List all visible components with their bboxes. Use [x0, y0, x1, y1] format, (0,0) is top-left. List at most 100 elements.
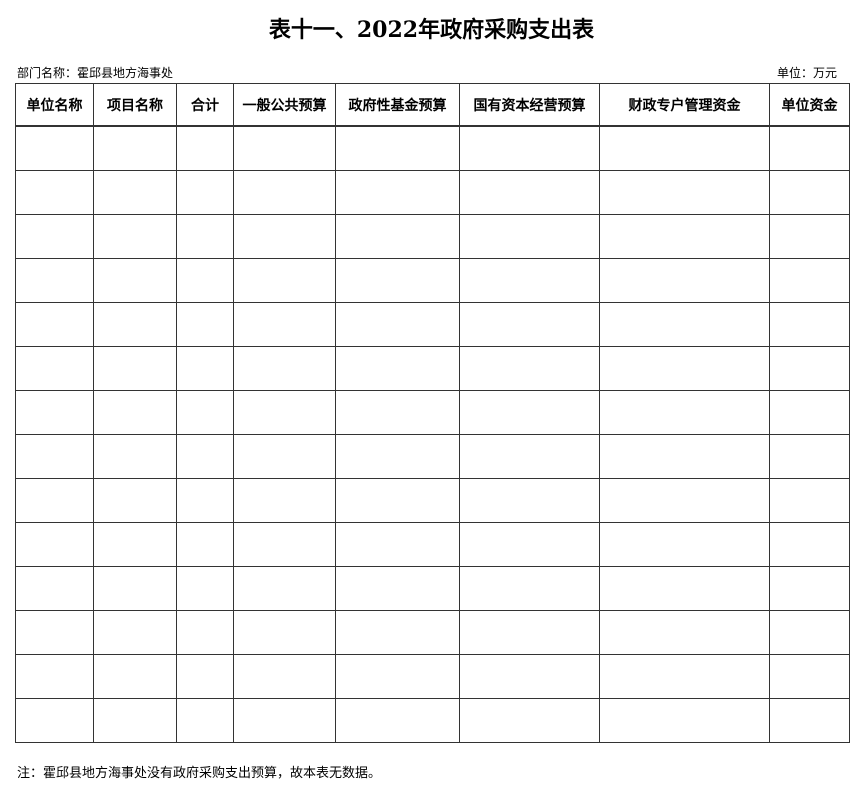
table-cell: [769, 214, 850, 259]
table-cell: [335, 522, 460, 567]
table-cell: [15, 302, 94, 347]
table-cell: [769, 654, 850, 699]
table-cell: [176, 214, 234, 259]
table-cell: [93, 214, 177, 259]
table-cell: [769, 258, 850, 303]
table-cell: [335, 390, 460, 435]
table-cell: [769, 698, 850, 743]
table-cell: [599, 566, 770, 611]
table-cell: [93, 478, 177, 523]
column-header: 政府性基金预算: [335, 83, 460, 127]
table-cell: [233, 170, 336, 215]
table-cell: [15, 698, 94, 743]
table-row: [15, 125, 850, 171]
table-cell: [335, 478, 460, 523]
table-row: [15, 302, 850, 347]
table-cell: [93, 346, 177, 391]
table-cell: [599, 390, 770, 435]
table-row: [15, 610, 850, 655]
table-row: [15, 566, 850, 611]
footnote: 注：霍邱县地方海事处没有政府采购支出预算，故本表无数据。: [17, 766, 382, 781]
column-header: 单位名称: [15, 83, 94, 127]
table-cell: [459, 610, 600, 655]
unit-label: 单位：万元: [776, 66, 837, 80]
table-cell: [335, 170, 460, 215]
table-cell: [459, 258, 600, 303]
table-cell: [15, 566, 94, 611]
column-header: 国有资本经营预算: [459, 83, 600, 127]
table-cell: [599, 170, 770, 215]
table-cell: [176, 434, 234, 479]
table-cell: [93, 170, 177, 215]
table-cell: [459, 698, 600, 743]
table-cell: [459, 566, 600, 611]
table-cell: [176, 610, 234, 655]
table-cell: [459, 346, 600, 391]
table-row: [15, 258, 850, 303]
table-cell: [15, 125, 94, 171]
table-cell: [335, 346, 460, 391]
table-cell: [93, 654, 177, 699]
table-cell: [15, 434, 94, 479]
table-cell: [335, 125, 460, 171]
table-cell: [769, 170, 850, 215]
table-cell: [599, 125, 770, 171]
table-cell: [176, 522, 234, 567]
table-cell: [335, 302, 460, 347]
table-row: [15, 698, 850, 743]
table-row: [15, 434, 850, 479]
table-row: [15, 346, 850, 391]
table-cell: [233, 302, 336, 347]
table-cell: [93, 125, 177, 171]
table-cell: [233, 478, 336, 523]
table-cell: [15, 390, 94, 435]
table-cell: [93, 258, 177, 303]
column-header: 一般公共预算: [233, 83, 336, 127]
table-cell: [233, 258, 336, 303]
table-cell: [15, 610, 94, 655]
table-cell: [233, 346, 336, 391]
procurement-table: 单位名称 项目名称 合计 一般公共预算 政府性基金预算 国有资本经营预算 财政专…: [15, 83, 850, 743]
table-cell: [459, 125, 600, 171]
table-cell: [176, 566, 234, 611]
table-cell: [769, 302, 850, 347]
table-cell: [335, 698, 460, 743]
table-cell: [599, 258, 770, 303]
table-cell: [599, 610, 770, 655]
table-cell: [335, 434, 460, 479]
table-cell: [459, 302, 600, 347]
table-cell: [176, 346, 234, 391]
table-cell: [176, 478, 234, 523]
table-cell: [599, 654, 770, 699]
table-row: [15, 214, 850, 259]
table-cell: [233, 566, 336, 611]
table-cell: [15, 214, 94, 259]
column-header: 项目名称: [93, 83, 177, 127]
table-cell: [459, 654, 600, 699]
table-cell: [233, 522, 336, 567]
table-row: [15, 654, 850, 699]
column-header: 合计: [176, 83, 234, 127]
table-cell: [335, 258, 460, 303]
column-header: 财政专户管理资金: [599, 83, 770, 127]
table-cell: [233, 698, 336, 743]
table-cell: [459, 214, 600, 259]
table-cell: [233, 610, 336, 655]
table-cell: [769, 610, 850, 655]
table-cell: [15, 170, 94, 215]
table-cell: [459, 390, 600, 435]
table-cell: [335, 214, 460, 259]
table-cell: [769, 346, 850, 391]
table-cell: [599, 522, 770, 567]
table-cell: [335, 654, 460, 699]
table-cell: [93, 610, 177, 655]
table-cell: [93, 434, 177, 479]
table-cell: [15, 258, 94, 303]
table-cell: [769, 522, 850, 567]
table-cell: [176, 390, 234, 435]
table-cell: [459, 522, 600, 567]
table-cell: [93, 522, 177, 567]
table-cell: [233, 434, 336, 479]
table-cell: [176, 125, 234, 171]
table-cell: [93, 390, 177, 435]
